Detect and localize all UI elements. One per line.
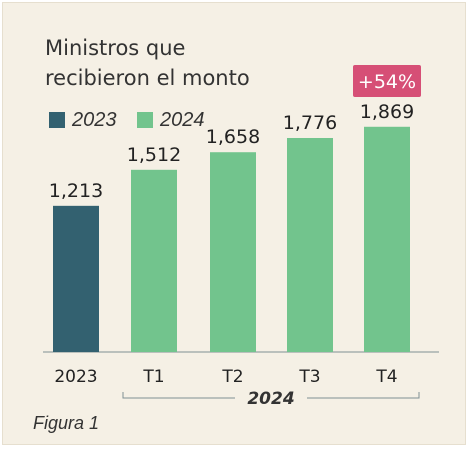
value-label-t1: 1,512 — [127, 144, 181, 166]
chart-title: Ministros que recibieron el monto — [45, 33, 250, 93]
figure-label: Figura 1 — [33, 413, 100, 433]
bar-t3 — [287, 137, 333, 352]
tick-label-t1: T1 — [142, 367, 164, 387]
value-label-t2: 1,658 — [206, 126, 260, 148]
tick-label-t3: T3 — [298, 367, 320, 387]
bar-2023 — [53, 205, 99, 352]
chart-title-line-2: recibieron el monto — [45, 66, 250, 90]
value-label-t3: 1,776 — [283, 112, 337, 134]
bar-t1 — [131, 169, 177, 352]
chart-title-line-1: Ministros que — [45, 36, 186, 60]
legend-swatch-2024 — [137, 112, 153, 128]
chart-card: Ministros que recibieron el monto 2023 2… — [2, 2, 466, 445]
growth-badge — [353, 65, 421, 97]
bar-t2 — [210, 152, 256, 352]
bar-t4 — [364, 126, 410, 353]
value-label-2023: 1,213 — [49, 180, 103, 202]
tick-label-t2: T2 — [221, 367, 243, 387]
growth-badge-label: +54% — [358, 71, 416, 93]
group-label-background — [235, 386, 307, 410]
bar-chart: 1,213 2023 1,512 T1 1,658 T2 1,776 T3 1,869 T4 202… — [43, 65, 439, 410]
group-label-2024: 2024 — [247, 389, 294, 409]
value-label-t4: 1,869 — [360, 101, 414, 123]
tick-label-t4: T4 — [375, 367, 397, 387]
tick-label-2023: 2023 — [54, 367, 97, 387]
legend-label-2023: 2023 — [72, 109, 117, 131]
legend-label-2024: 2024 — [160, 109, 205, 131]
legend-swatch-2023 — [49, 112, 65, 128]
